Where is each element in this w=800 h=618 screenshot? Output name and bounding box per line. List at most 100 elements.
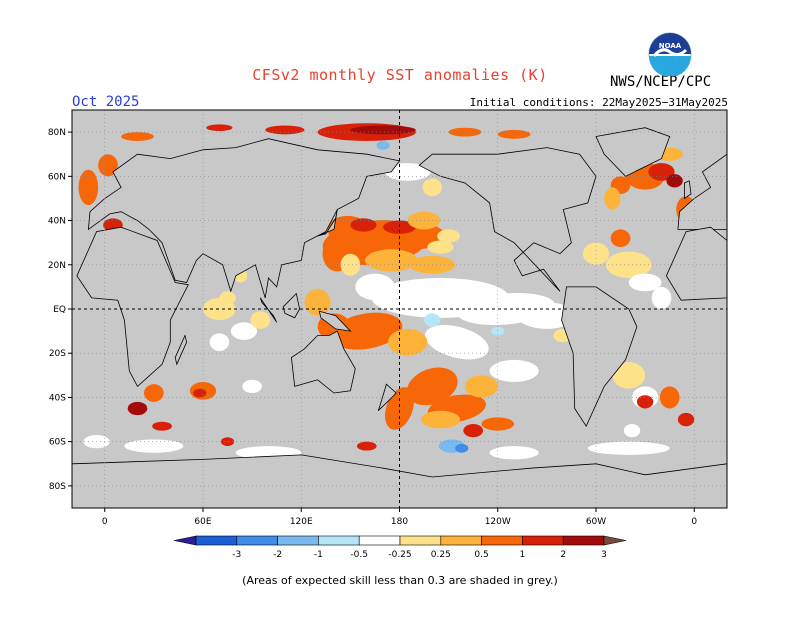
anomaly-patch <box>587 441 670 455</box>
initial-conditions: Initial conditions: 22May2025−31May2025 <box>469 96 728 109</box>
anomaly-patch <box>152 421 172 431</box>
continent-outline <box>290 330 356 394</box>
colorbar-box <box>195 535 238 546</box>
continent-outline <box>259 297 278 323</box>
colorbar-tick-label: 1 <box>520 550 526 560</box>
continent-outline <box>72 454 727 508</box>
x-tick-label: 0 <box>102 517 108 527</box>
noaa-logo: NOAA <box>648 32 692 76</box>
anomaly-patch <box>356 441 377 451</box>
anomaly-patch <box>424 324 489 360</box>
anomaly-patch <box>636 395 654 409</box>
colorbar-tick-label: -3 <box>232 550 241 560</box>
anomaly-patch <box>424 313 441 327</box>
colorbar-tick-label: 2 <box>560 550 566 560</box>
anomaly-patch <box>463 423 484 438</box>
continent-outline <box>87 138 401 299</box>
anomaly-patch <box>623 423 641 438</box>
x-tick-label: 60W <box>586 517 606 527</box>
y-tick-label: 60N <box>48 172 66 182</box>
anomaly-patch <box>350 218 377 232</box>
continent-outline <box>282 292 301 319</box>
anomaly-patch <box>517 302 577 329</box>
map-title: CFSv2 monthly SST anomalies (K) <box>252 66 548 84</box>
y-tick-label: 40N <box>48 217 66 227</box>
anomaly-patch <box>666 174 683 188</box>
y-tick-label: 60S <box>49 438 66 448</box>
continent-outline <box>418 147 597 292</box>
colorbar-box <box>399 535 442 546</box>
anomaly-patch <box>427 240 454 254</box>
anomaly-patch <box>628 273 662 292</box>
continent-outline <box>595 127 671 177</box>
anomaly-patch <box>582 242 610 265</box>
anomaly-patch <box>221 437 235 447</box>
anomaly-patch <box>659 386 680 409</box>
x-tick-label: 0 <box>691 517 697 527</box>
anomaly-patch <box>219 291 236 305</box>
agency-label: NWS/NCEP/CPC <box>610 74 712 90</box>
anomaly-patch <box>422 178 443 197</box>
continent-outline <box>561 286 638 428</box>
continent-outline <box>318 310 352 332</box>
y-tick-label: 20S <box>49 349 66 359</box>
skill-footnote: (Areas of expected skill less than 0.3 a… <box>242 574 558 587</box>
colorbar-tick-label: -1 <box>314 550 323 560</box>
colorbar-box <box>522 535 564 546</box>
anomaly-patch <box>465 375 498 398</box>
anomaly-patch <box>340 253 361 276</box>
anomaly-patch <box>193 388 207 398</box>
anomaly-patch <box>242 379 262 394</box>
anomaly-patch <box>455 443 469 453</box>
anomaly-patch <box>677 412 695 427</box>
anomaly-patch <box>250 311 271 329</box>
colorbar-box <box>562 535 605 546</box>
noaa-logo-text: NOAA <box>659 42 682 50</box>
map-gridlines <box>72 110 727 508</box>
anomaly-patch <box>144 384 164 402</box>
anomaly-patch <box>489 359 539 382</box>
continent-outline <box>684 180 692 200</box>
anomaly-patch <box>304 289 331 316</box>
anomaly-patch <box>78 169 99 206</box>
anomaly-patch <box>98 154 118 177</box>
x-tick-label: 180 <box>391 517 408 527</box>
anomaly-patch <box>230 322 258 340</box>
anomaly-patch <box>610 229 631 248</box>
colorbar-tick-label: -0.25 <box>388 550 411 560</box>
y-tick-label: 80N <box>48 128 66 138</box>
colorbar: -3 -2 -1 -0.5 -0.25 0.25 0.5 1 2 3 <box>173 535 627 560</box>
anomaly-patch <box>612 362 646 389</box>
anomaly-patch <box>388 328 428 356</box>
anomaly-patch <box>489 446 539 460</box>
y-tick-label: 20N <box>48 261 66 271</box>
anomaly-patch <box>385 387 414 430</box>
anomaly-patch <box>497 129 531 139</box>
anomaly-patch <box>651 286 672 310</box>
anomaly-patch <box>437 229 461 243</box>
x-tick-label: 120W <box>485 517 511 527</box>
x-tick-label: 120E <box>290 517 313 527</box>
anomaly-patch <box>206 124 233 132</box>
colorbar-box <box>481 535 523 546</box>
anomaly-patch <box>604 187 621 210</box>
continent-outline <box>174 334 188 366</box>
continent-outline <box>677 153 727 230</box>
anomaly-patch <box>420 410 461 429</box>
colorbar-min-arrow <box>173 535 197 546</box>
colorbar-tick-label: 0.5 <box>474 550 488 560</box>
continent-outline <box>665 226 727 301</box>
anomaly-patch <box>209 333 230 352</box>
anomaly-patch <box>406 367 458 406</box>
anomaly-patch <box>376 140 390 150</box>
colorbar-tick-label: -2 <box>273 550 282 560</box>
anomaly-patch <box>355 273 395 301</box>
colorbar-tick-label: 0.25 <box>431 550 451 560</box>
continent-outline <box>317 209 338 237</box>
y-tick-label: 80S <box>49 482 66 492</box>
anomaly-patch <box>383 220 416 234</box>
y-tick-label: EQ <box>53 305 66 315</box>
anomaly-patch <box>265 125 305 135</box>
anomaly-patch <box>491 326 505 336</box>
